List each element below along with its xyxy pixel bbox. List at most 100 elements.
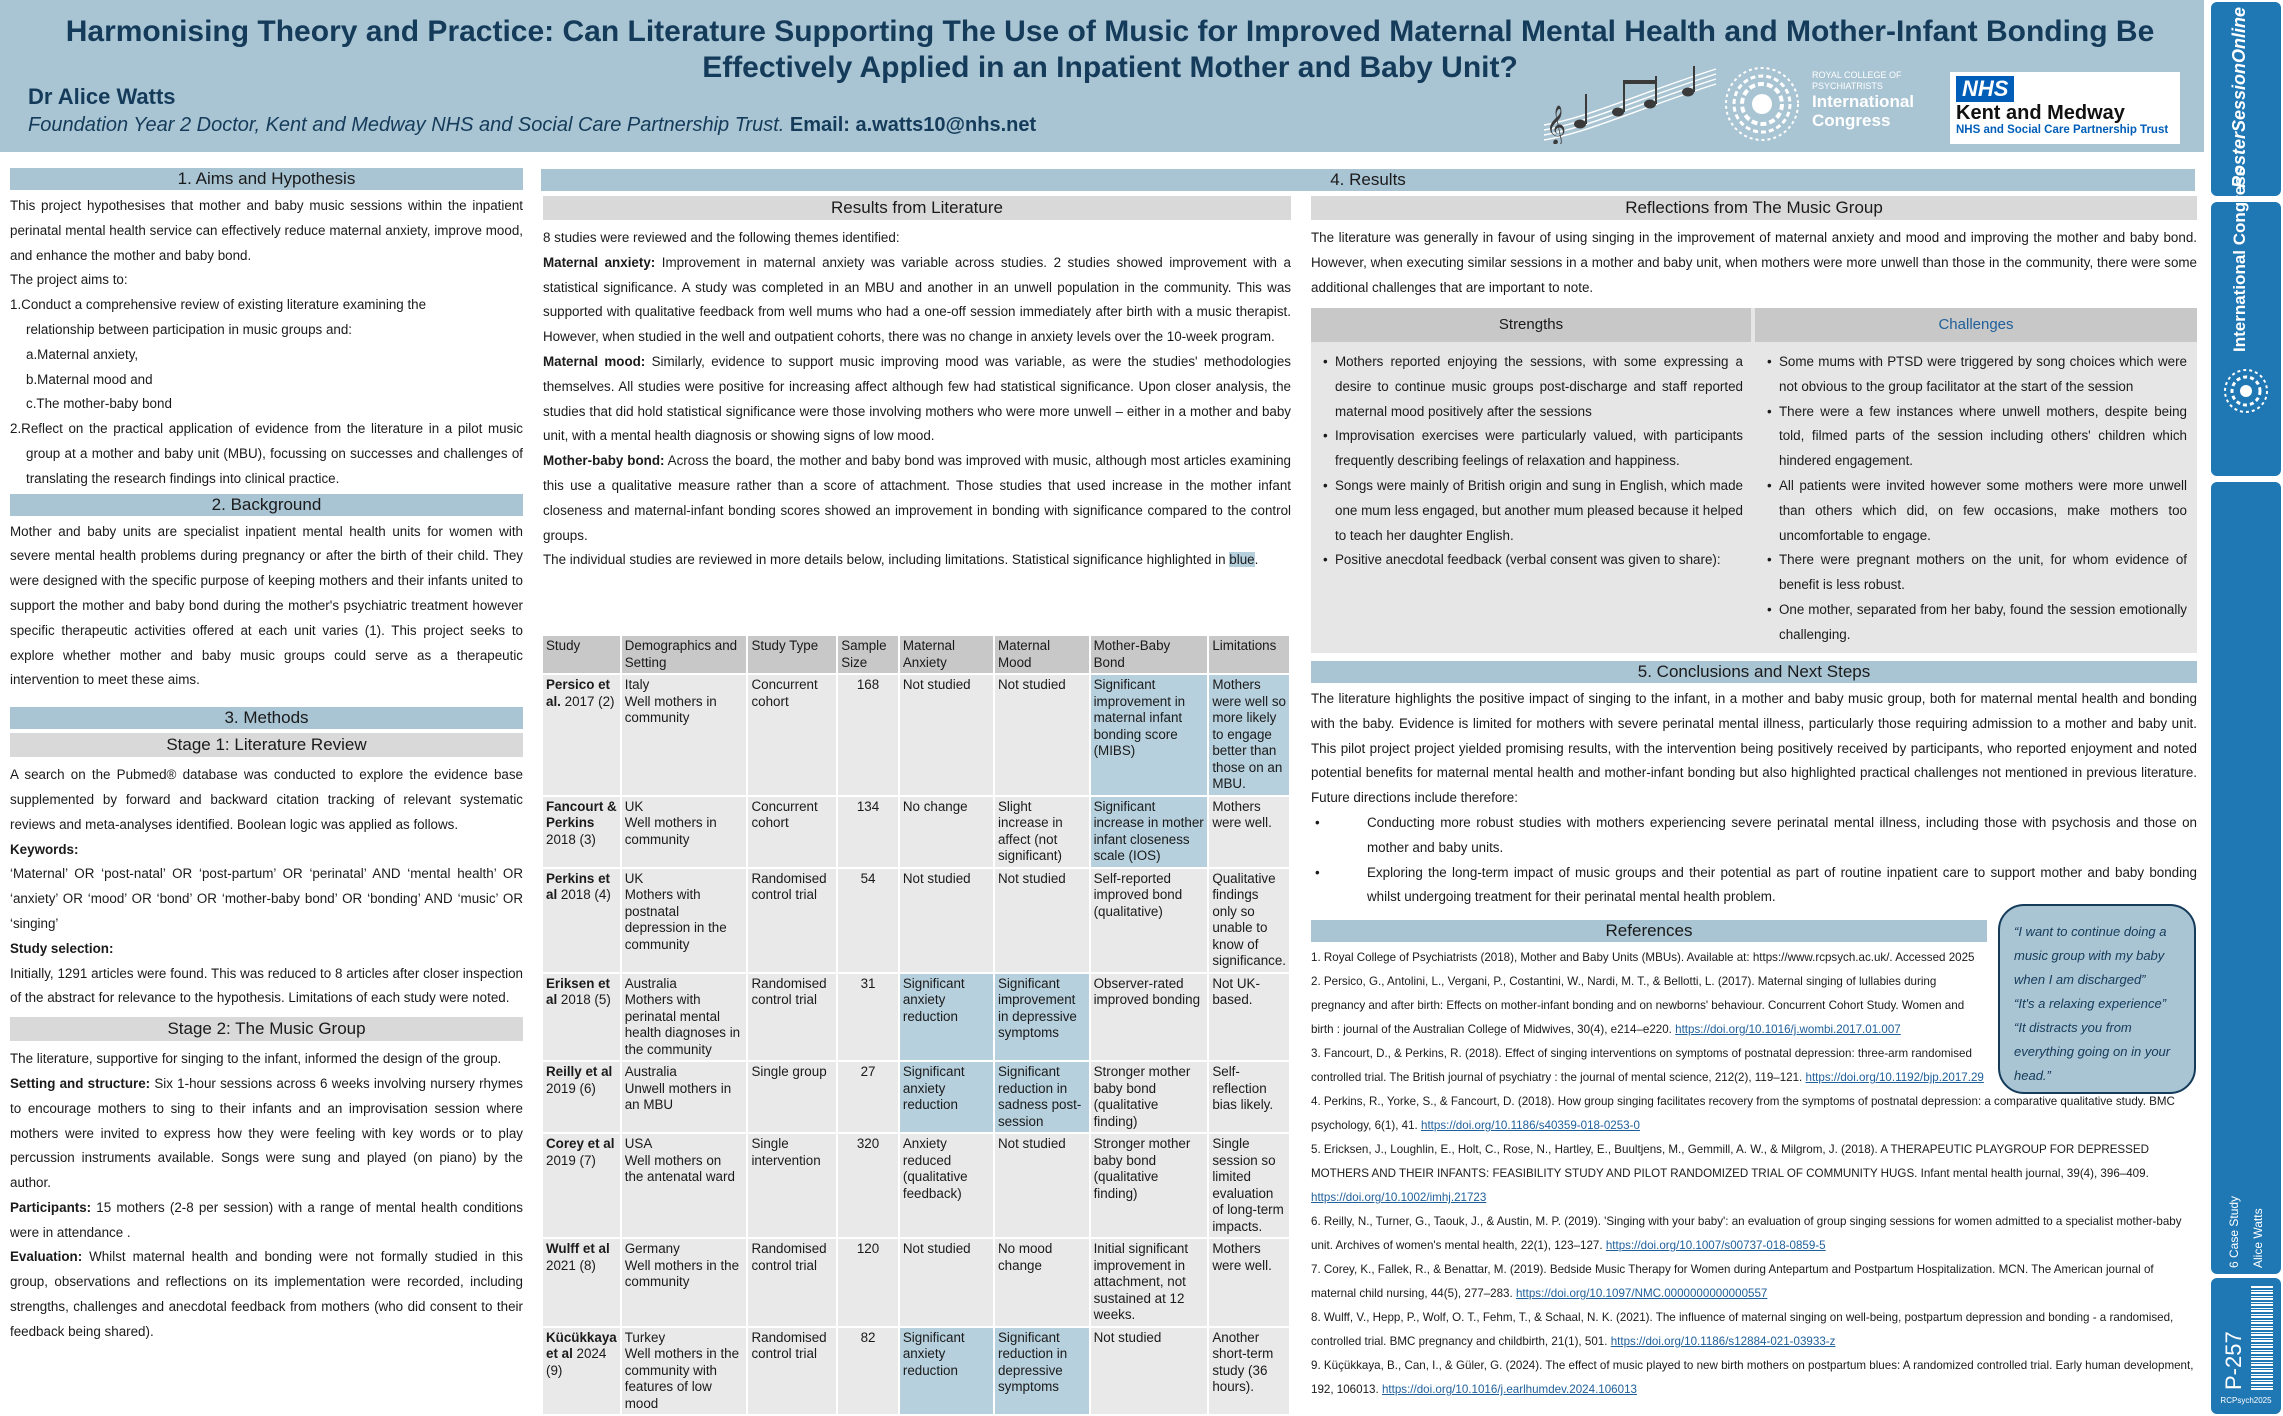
col-header-mood: Maternal Mood xyxy=(993,636,1091,675)
group-intro: The literature, supportive for singing t… xyxy=(10,1051,502,1067)
setting-paragraph: Setting and structure: Six 1-hour sessio… xyxy=(10,1072,523,1196)
rcpsych-small-text: ROYAL COLLEGE OF PSYCHIATRISTS xyxy=(1812,70,1902,91)
cell-size: 31 xyxy=(837,972,900,1062)
cell-study: Fancourt & Perkins 2018 (3) xyxy=(543,795,622,869)
table-row: Wulff et al 2021 (8) Germany Well mothers… xyxy=(543,1238,1291,1328)
evaluation-text: Whilst maternal health and bonding were … xyxy=(10,1249,523,1339)
cell-bond: Observer-rated improved bonding xyxy=(1089,972,1210,1062)
email-label: Email: xyxy=(789,114,850,136)
mood-label: Maternal mood: xyxy=(543,353,646,369)
reference-link[interactable]: https://doi.org/10.1186/s40359-018-0253-… xyxy=(1421,1119,1640,1132)
table-row: Kücükkaya et al 2024 (9) Turkey Well moth… xyxy=(543,1326,1291,1416)
anxiety-paragraph: Maternal anxiety: Improvement in materna… xyxy=(543,251,1291,350)
study-year: 2019 (7) xyxy=(546,1152,596,1168)
col-header-bond: Mother-Baby Bond xyxy=(1089,636,1210,675)
reference-text: 5. Ericksen, J., Loughlin, E., Holt, C.,… xyxy=(1311,1143,2150,1180)
literature-intro: 8 studies were reviewed and the followin… xyxy=(543,230,900,245)
poster-header: Harmonising Theory and Practice: Can Lit… xyxy=(0,0,2204,152)
setting-text: Six 1-hour sessions across 6 weeks invol… xyxy=(10,1075,523,1191)
setting-label: Setting and structure: xyxy=(10,1075,151,1091)
sidebar-poster-session-block[interactable]: PosterSessionOnline xyxy=(2211,2,2281,196)
study-year: 2019 (6) xyxy=(546,1080,596,1096)
reflections-heading: Reflections from The Music Group xyxy=(1311,196,2197,220)
rcpsych-emblem-icon xyxy=(1725,67,1799,141)
cell-limitations: Single session so limited evaluation of … xyxy=(1208,1133,1291,1239)
stage-1-heading: Stage 1: Literature Review xyxy=(10,733,523,758)
references-heading: References xyxy=(1311,920,1987,942)
poster-id: P-257 xyxy=(2221,1331,2246,1390)
aim-2: 2.Reflect on the practical application o… xyxy=(10,421,523,486)
aim-1: 1.Conduct a comprehensive review of exis… xyxy=(10,297,427,313)
cell-limitations: Qualitative findings only so unable to k… xyxy=(1208,867,1291,974)
background-heading: 2. Background xyxy=(10,493,523,516)
aim-1b-mood: b.Maternal mood and xyxy=(26,371,153,387)
reference-link[interactable]: https://doi.org/10.1007/s00737-018-0859-… xyxy=(1605,1239,1826,1252)
study-name: Perkins et al xyxy=(546,870,611,903)
cell-anxiety: Significant anxiety reduction xyxy=(898,1061,995,1134)
cell-size: 54 xyxy=(837,867,900,974)
challenge-item: There were pregnant mothers on the unit,… xyxy=(1767,548,2187,598)
study-name: Wulff et al xyxy=(546,1241,610,1256)
reference-link[interactable]: https://doi.org/10.1097/NMC.000000000000… xyxy=(1515,1287,1768,1300)
reference-link[interactable]: https://doi.org/10.1192/bjp.2017.29 xyxy=(1805,1071,1984,1084)
methods-heading: 3. Methods xyxy=(10,707,523,730)
reference-link[interactable]: https://doi.org/10.1016/j.wombi.2017.01.… xyxy=(1675,1023,1901,1036)
cell-demographics: Italy Well mothers in community xyxy=(620,674,749,797)
cell-type: Single intervention xyxy=(747,1133,839,1239)
cell-size: 120 xyxy=(837,1238,900,1328)
col-header-anxiety: Maternal Anxiety xyxy=(898,636,995,675)
strengths-heading: Strengths xyxy=(1311,308,1751,342)
conclusion-bullet-1: • Conducting more robust studies with mot… xyxy=(1311,811,2197,861)
study-name: Fancourt & Perkins xyxy=(546,798,617,831)
quote-3: “It distracts you from everything going … xyxy=(2014,1020,2171,1083)
cell-study: Persico et al. 2017 (2) xyxy=(543,674,622,797)
challenges-list: Some mums with PTSD were triggered by so… xyxy=(1767,350,2187,648)
sidebar-poster-id-block: P-257 RCPsych2025 xyxy=(2211,1278,2281,1414)
challenge-item: All patients were invited however some m… xyxy=(1767,474,2187,548)
study-year: 2018 (3) xyxy=(546,831,596,847)
reference-text: 7. Corey, K., Fallek, R., & Benattar, M.… xyxy=(1311,1263,2154,1300)
cell-limitations: Mothers were well. xyxy=(1208,1238,1291,1328)
cell-type: Randomised control trial xyxy=(747,1238,839,1328)
reference-text: 1. Royal College of Psychiatrists (2018)… xyxy=(1311,951,1975,964)
reference-link[interactable]: https://doi.org/10.1016/j.earlhumdev.202… xyxy=(1381,1383,1637,1396)
reference-link[interactable]: https://doi.org/10.1002/imhj.21723 xyxy=(1311,1191,1487,1204)
barcode-icon xyxy=(2251,1286,2273,1390)
col-header-demographics: Demographics and Setting xyxy=(620,636,749,675)
cell-size: 27 xyxy=(837,1061,900,1134)
bullet-dot: • xyxy=(1315,864,1320,880)
table-header-row: Study Demographics and Setting Study Typ… xyxy=(543,636,1291,675)
bond-paragraph: Mother-baby bond: Across the board, the … xyxy=(543,449,1291,548)
conclusions-text: The literature highlights the positive i… xyxy=(1311,691,2197,806)
reference-item: 1. Royal College of Psychiatrists (2018)… xyxy=(1311,946,1987,970)
reference-item: 5. Ericksen, J., Loughlin, E., Holt, C.,… xyxy=(1311,1138,2197,1210)
cell-demographics: Germany Well mothers in the community xyxy=(620,1238,749,1328)
aims-intro: This project hypothesises that mother an… xyxy=(10,198,523,263)
cell-demographics: Australia Unwell mothers in an MBU xyxy=(620,1061,749,1134)
cell-type: Single group xyxy=(747,1061,839,1134)
study-year: 2024 (9) xyxy=(546,1346,607,1378)
study-year: 2018 (4) xyxy=(560,887,611,902)
sidebar-case-study: 6 Case Study xyxy=(2227,1195,2241,1268)
poster-code: RCPsych2025 xyxy=(2220,1396,2272,1405)
conclusions-section: 5. Conclusions and Next Steps The litera… xyxy=(1311,659,2197,910)
cell-bond: Significant increase in mother infant cl… xyxy=(1089,795,1210,869)
sidebar-case-study-block: 6 Case Study Alice Watts xyxy=(2211,482,2281,1274)
col-header-size: Sample Size xyxy=(837,636,900,675)
reference-item: 2. Persico, G., Antolini, L., Vergani, P… xyxy=(1311,970,1987,1042)
cell-study: Corey et al 2019 (7) xyxy=(543,1133,622,1239)
references-list: 1. Royal College of Psychiatrists (2018)… xyxy=(1311,946,2197,1402)
reference-link[interactable]: https://doi.org/10.1186/s12884-021-03933… xyxy=(1610,1335,1836,1348)
study-year: 2017 (2) xyxy=(564,693,615,709)
cell-anxiety: Not studied xyxy=(898,867,995,974)
reference-text: 4. Perkins, R., Yorke, S., & Fancourt, D… xyxy=(1311,1095,2175,1132)
quote-2: “It's a relaxing experience” xyxy=(2014,996,2167,1011)
cell-study: Perkins et al 2018 (4) xyxy=(543,867,622,974)
cell-limitations: Self-reflection bias likely. xyxy=(1208,1061,1291,1134)
reference-item: 3. Fancourt, D., & Perkins, R. (2018). E… xyxy=(1311,1042,1987,1090)
cell-anxiety: Significant anxiety reduction xyxy=(898,972,995,1062)
cell-limitations: Another short-term study (36 hours). xyxy=(1208,1326,1291,1416)
col-header-limitations: Limitations xyxy=(1208,636,1291,675)
selection-label: Study selection: xyxy=(10,940,114,956)
reference-text: 2. Persico, G., Antolini, L., Vergani, P… xyxy=(1311,975,1965,1036)
